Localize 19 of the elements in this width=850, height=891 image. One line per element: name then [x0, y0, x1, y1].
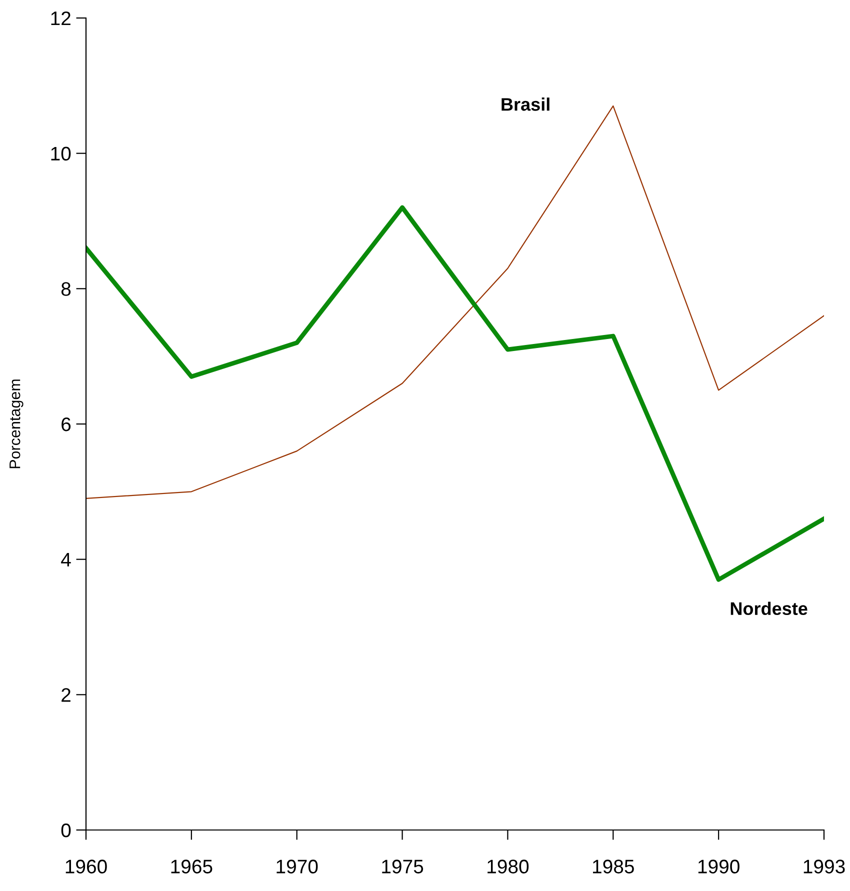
text: Brasil	[502, 98, 550, 111]
x-tick-label: 1980	[488, 860, 529, 874]
x-tick-label: 1970	[276, 860, 318, 874]
y-tick-label: 0	[61, 823, 71, 838]
y-tick-label: 12	[51, 11, 70, 26]
y-tick-label: 6	[62, 417, 71, 432]
series-label: Nordeste	[730, 602, 808, 616]
x-tick-label: 1965	[171, 860, 212, 874]
y-tick-label: 8	[61, 282, 71, 296]
y-axis-title: Porcentagem	[10, 380, 24, 468]
x-tick-label: 1960	[66, 860, 107, 874]
y-tick-label: 10	[51, 146, 71, 161]
y-tick-label: 2	[62, 688, 70, 702]
x-tick-label: 1985	[593, 860, 634, 874]
x-tick-label: 1993	[804, 860, 845, 874]
x-tick-label: 1990	[698, 860, 740, 874]
line-series	[86, 205, 824, 582]
y-tick-label: 4	[61, 553, 71, 566]
x-tick-label: 1975	[382, 860, 424, 874]
